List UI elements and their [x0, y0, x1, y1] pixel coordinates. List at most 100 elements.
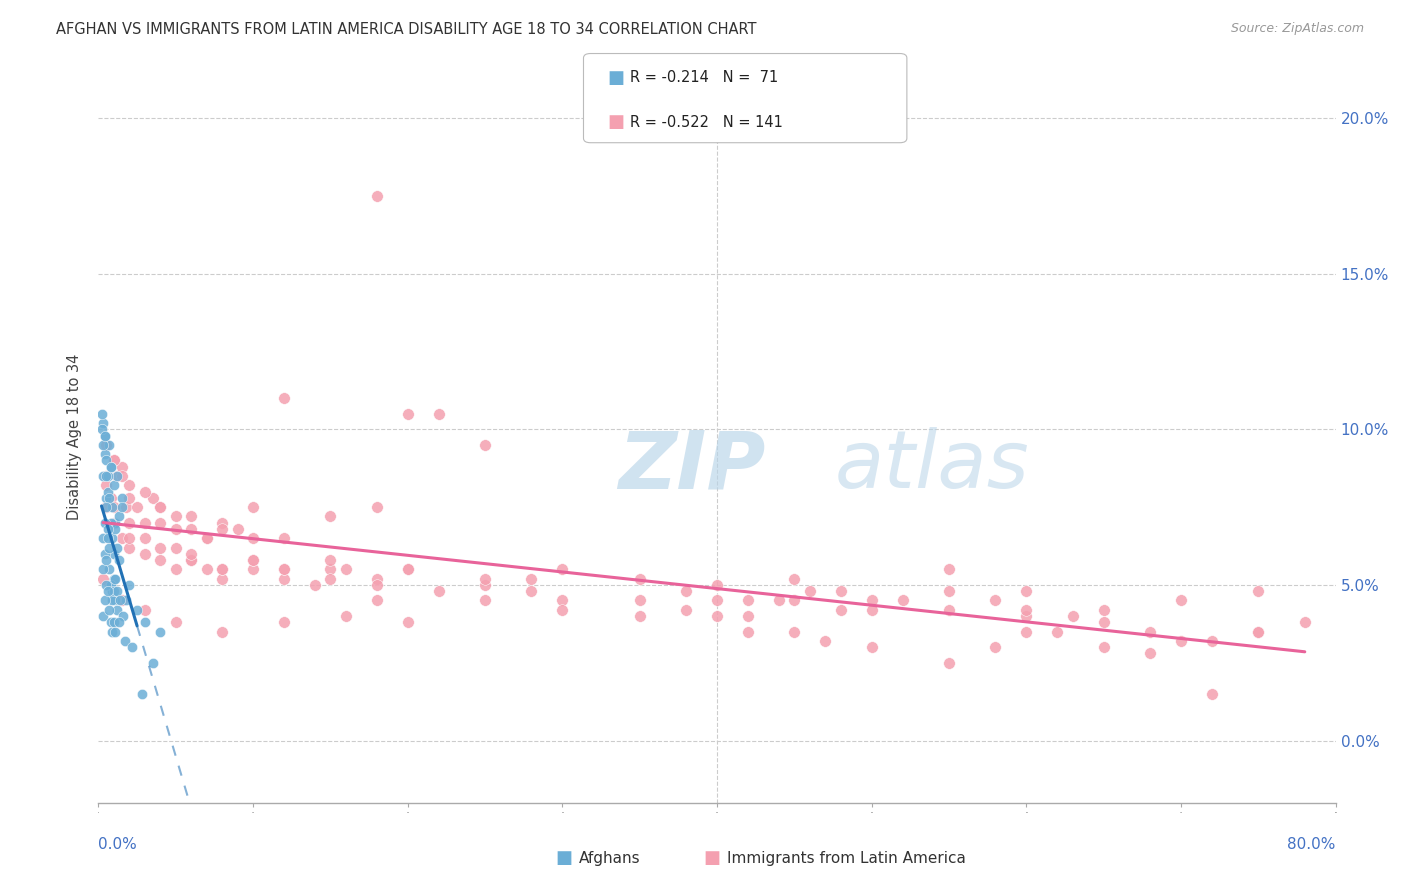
Point	[799, 584, 821, 599]
Point	[108, 593, 131, 607]
Point	[706, 578, 728, 592]
Point	[96, 453, 118, 467]
Point	[114, 634, 136, 648]
Point	[165, 509, 187, 524]
Point	[551, 593, 574, 607]
Point	[628, 609, 651, 624]
Point	[104, 516, 127, 530]
Point	[103, 572, 125, 586]
Point	[134, 603, 156, 617]
Point	[366, 578, 388, 592]
Point	[1201, 687, 1223, 701]
Point	[97, 484, 120, 499]
Point	[101, 500, 124, 515]
Point	[118, 531, 141, 545]
Point	[1062, 609, 1084, 624]
Point	[319, 562, 342, 576]
Point	[100, 459, 122, 474]
Point	[273, 615, 295, 630]
Text: R = -0.522   N = 141: R = -0.522 N = 141	[630, 115, 783, 129]
Point	[1294, 615, 1316, 630]
Point	[242, 531, 264, 545]
Point	[1046, 624, 1069, 639]
Point	[984, 640, 1007, 655]
Text: ■: ■	[555, 849, 572, 867]
Point	[134, 516, 156, 530]
Point	[1201, 634, 1223, 648]
Text: ZIP: ZIP	[619, 427, 765, 506]
Point	[105, 603, 128, 617]
Point	[938, 562, 960, 576]
Point	[1015, 609, 1038, 624]
Point	[1247, 624, 1270, 639]
Point	[96, 553, 118, 567]
Point	[96, 469, 118, 483]
Text: AFGHAN VS IMMIGRANTS FROM LATIN AMERICA DISABILITY AGE 18 TO 34 CORRELATION CHAR: AFGHAN VS IMMIGRANTS FROM LATIN AMERICA …	[56, 22, 756, 37]
Point	[101, 584, 124, 599]
Point	[195, 562, 218, 576]
Point	[111, 459, 134, 474]
Point	[628, 593, 651, 607]
Point	[103, 584, 125, 599]
Point	[474, 593, 496, 607]
Point	[242, 500, 264, 515]
Point	[675, 603, 697, 617]
Point	[134, 531, 156, 545]
Point	[783, 572, 806, 586]
Point	[96, 500, 118, 515]
Point	[91, 609, 114, 624]
Point	[1139, 624, 1161, 639]
Point	[768, 593, 790, 607]
Point	[706, 593, 728, 607]
Point	[180, 553, 202, 567]
Point	[335, 562, 357, 576]
Point	[100, 459, 122, 474]
Point	[96, 438, 118, 452]
Point	[273, 391, 295, 405]
Point	[142, 656, 165, 670]
Point	[104, 593, 127, 607]
Point	[100, 578, 122, 592]
Point	[520, 584, 543, 599]
Point	[118, 491, 141, 505]
Point	[737, 593, 759, 607]
Point	[111, 500, 134, 515]
Point	[814, 634, 837, 648]
Text: 80.0%: 80.0%	[1288, 837, 1336, 852]
Point	[1170, 593, 1192, 607]
Point	[474, 572, 496, 586]
Text: 0.0%: 0.0%	[98, 837, 138, 852]
Point	[551, 562, 574, 576]
Point	[860, 593, 883, 607]
Point	[103, 453, 125, 467]
Point	[366, 593, 388, 607]
Point	[1247, 624, 1270, 639]
Point	[104, 624, 127, 639]
Point	[111, 469, 134, 483]
Text: ■: ■	[703, 849, 720, 867]
Point	[93, 547, 115, 561]
Point	[100, 615, 122, 630]
Point	[149, 516, 172, 530]
Point	[107, 509, 129, 524]
Y-axis label: Disability Age 18 to 34: Disability Age 18 to 34	[67, 354, 83, 520]
Point	[1092, 615, 1115, 630]
Text: ■: ■	[607, 69, 624, 87]
Point	[101, 531, 124, 545]
Point	[938, 656, 960, 670]
Point	[93, 428, 115, 442]
Point	[118, 541, 141, 555]
Point	[1247, 584, 1270, 599]
Point	[366, 500, 388, 515]
Point	[1139, 647, 1161, 661]
Point	[427, 407, 450, 421]
Point	[104, 522, 127, 536]
Point	[101, 593, 124, 607]
Point	[91, 422, 114, 436]
Point	[97, 469, 120, 483]
Point	[149, 553, 172, 567]
Point	[98, 603, 121, 617]
Point	[165, 541, 187, 555]
Point	[783, 593, 806, 607]
Point	[737, 609, 759, 624]
